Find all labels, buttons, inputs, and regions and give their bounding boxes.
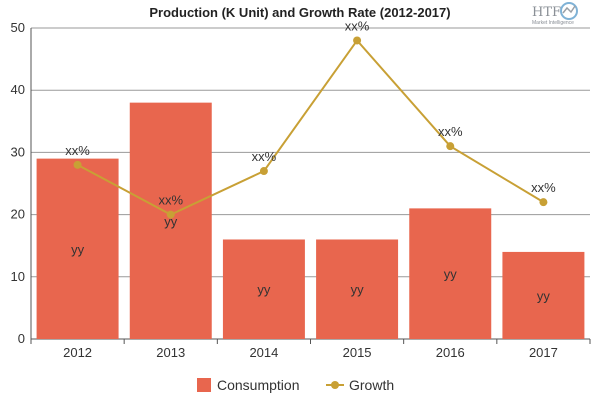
bar [129, 102, 212, 339]
x-tick-label: 2017 [529, 345, 558, 360]
legend-label-consumption: Consumption [217, 377, 300, 393]
bar-data-label: yy [444, 267, 458, 282]
x-tick-label: 2014 [249, 345, 278, 360]
x-tick-label: 2015 [343, 345, 372, 360]
y-tick-label: 30 [11, 144, 25, 159]
line-point [446, 142, 455, 151]
bar [502, 251, 585, 339]
bar-series-consumption [36, 102, 585, 339]
company-logo: HTF Market Intelligence [532, 2, 578, 26]
line-point [166, 210, 175, 219]
bar [36, 158, 119, 339]
line-data-labels: xx% xx% xx% xx% xx% xx% [65, 18, 556, 207]
y-tick-label: 20 [11, 207, 25, 222]
logo-subtext: Market Intelligence [532, 20, 574, 26]
legend-swatch-consumption [197, 378, 211, 392]
chart-title: Production (K Unit) and Growth Rate (201… [149, 5, 450, 20]
line-data-label: xx% [531, 180, 556, 195]
bar-data-label: yy [71, 242, 85, 257]
y-tick-label: 10 [11, 269, 25, 284]
line-data-label: xx% [345, 18, 370, 33]
line-point [73, 160, 82, 169]
y-tick-label: 40 [11, 82, 25, 97]
bar [222, 239, 305, 339]
legend-label-growth: Growth [349, 377, 394, 393]
line-point [353, 36, 362, 45]
logo-arrow-icon [562, 5, 576, 14]
y-tick-label: 50 [11, 20, 25, 35]
y-tick-label: 0 [18, 331, 25, 346]
bar-data-label: yy [164, 214, 178, 229]
x-tick-label: 2013 [156, 345, 185, 360]
bar-data-labels: yy yy yy yy yy yy [71, 214, 550, 304]
bar-data-label: yy [537, 288, 551, 303]
line-point [539, 198, 548, 207]
line-point [259, 167, 268, 176]
axes: 0 10 20 30 40 50 2012 2013 2014 2015 2016 2017 [11, 20, 591, 360]
x-tick-label: 2016 [436, 345, 465, 360]
line-data-label: xx% [438, 124, 463, 139]
line-data-label: xx% [158, 193, 183, 208]
legend: Consumption Growth [197, 377, 394, 393]
bar-data-label: yy [257, 282, 271, 297]
logo-globe-icon [560, 2, 578, 20]
legend-swatch-growth-marker [331, 381, 339, 389]
line-data-label: xx% [252, 149, 277, 164]
line-data-label: xx% [65, 143, 90, 158]
growth-line [77, 38, 544, 216]
x-tick-label: 2012 [63, 345, 92, 360]
logo-text: HTF [532, 5, 561, 20]
bar [316, 239, 399, 339]
line-series-growth [73, 36, 548, 219]
bar-data-label: yy [351, 282, 365, 297]
bar [409, 208, 492, 339]
